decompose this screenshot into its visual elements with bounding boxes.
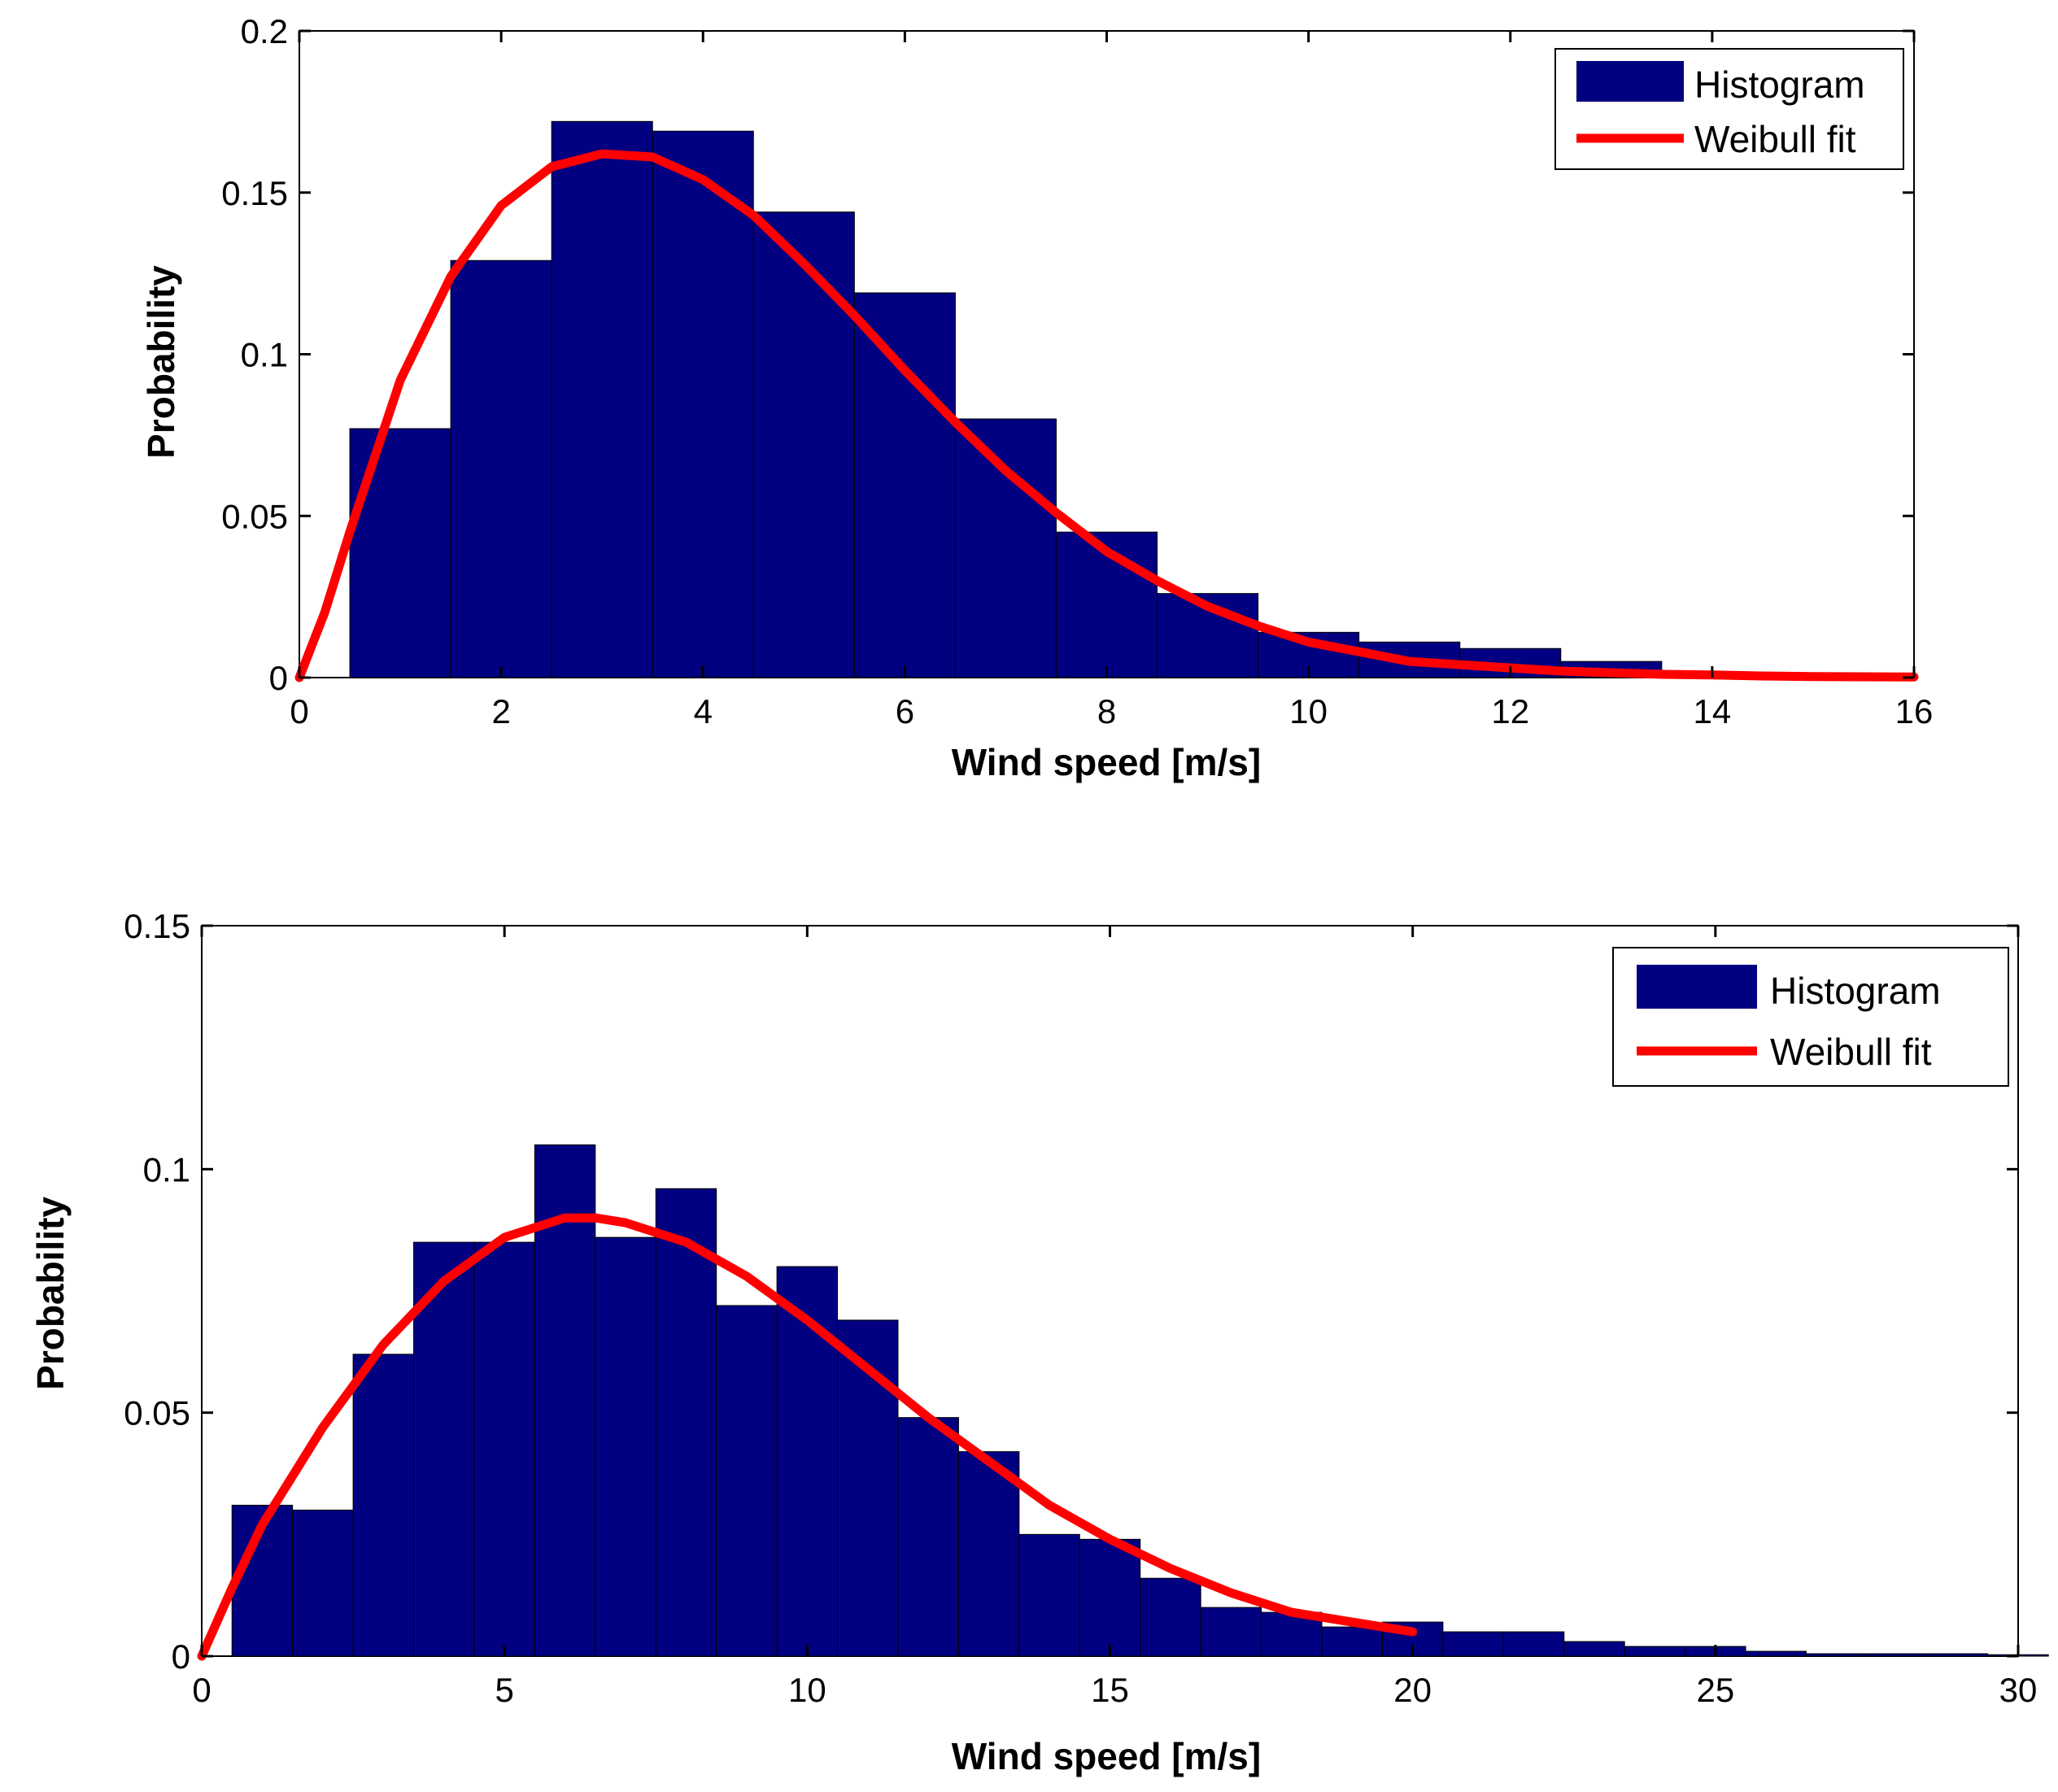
histogram-bar <box>450 259 552 678</box>
y-tick-label: 0.05 <box>124 1394 190 1432</box>
legend-swatch-histogram <box>1637 965 1757 1009</box>
chart-bottom: 0 5 10 15 20 25 30 0 0.05 0.1 0.15 Wind speed [m/s… <box>29 907 2049 1777</box>
histogram-bar <box>1442 1631 1504 1657</box>
legend-label-histogram: Histogram <box>1694 63 1865 106</box>
histogram-bar <box>1502 1631 1565 1657</box>
legend: Histogram Weibull fit <box>1554 48 1904 170</box>
histogram-bar <box>1866 1653 1928 1657</box>
histogram-bar <box>349 428 451 678</box>
y-tick-label: 0.1 <box>143 1150 190 1188</box>
x-tick-label: 30 <box>1999 1671 2038 1709</box>
x-axis-label: Wind speed [m/s] <box>952 1735 1261 1777</box>
weibull-fit-line <box>197 1213 1418 1661</box>
x-tick-label: 6 <box>896 692 914 730</box>
x-tick-label: 0 <box>192 1671 211 1709</box>
histogram-bar <box>1926 1653 1989 1657</box>
histogram-bar <box>292 1509 354 1657</box>
chart-top: 0 2 4 6 8 10 12 14 16 0 0.05 0.1 0.15 0.2 Wind speed … <box>140 12 1933 783</box>
histogram-bar <box>716 1305 778 1657</box>
x-tick-label: 4 <box>694 692 713 730</box>
histogram-bar <box>1563 1641 1625 1657</box>
x-tick-label: 14 <box>1694 692 1732 730</box>
histogram-bar <box>413 1241 475 1657</box>
histogram-bar <box>551 120 653 678</box>
y-tick-label: 0.15 <box>124 907 190 945</box>
histogram-bar <box>957 1451 1020 1657</box>
x-tick-label: 12 <box>1491 692 1529 730</box>
histogram-bar <box>837 1319 899 1657</box>
histogram-bar <box>1624 1646 1686 1657</box>
legend-swatch-histogram <box>1576 61 1684 102</box>
histogram-bar <box>652 130 754 678</box>
histogram-bar <box>1805 1653 1868 1657</box>
histogram-bar <box>595 1236 656 1657</box>
histogram-bars <box>349 120 1663 678</box>
legend-label-histogram: Histogram <box>1770 970 1941 1012</box>
axis-ticks: 0 5 10 15 20 25 30 0 0.05 0.1 0.15 <box>124 907 2037 1709</box>
legend-label-weibull: Weibull fit <box>1770 1031 1932 1073</box>
x-axis-label: Wind speed [m/s] <box>952 741 1261 783</box>
x-tick-label: 8 <box>1097 692 1116 730</box>
x-tick-label: 16 <box>1895 692 1934 730</box>
y-tick-label: 0.05 <box>221 497 288 535</box>
histogram-bar <box>954 418 1057 678</box>
x-tick-label: 5 <box>495 1671 513 1709</box>
histogram-bar <box>1079 1538 1141 1657</box>
histogram-bar <box>655 1188 717 1657</box>
legend-label-weibull: Weibull fit <box>1694 118 1856 160</box>
histogram-bar <box>1018 1533 1080 1657</box>
histogram-bar <box>1745 1650 1807 1657</box>
histogram-bar <box>473 1241 535 1657</box>
x-tick-label: 25 <box>1696 1671 1734 1709</box>
x-tick-label: 10 <box>788 1671 826 1709</box>
x-tick-label: 2 <box>491 692 510 730</box>
weibull-fit-line <box>294 149 1919 682</box>
y-tick-label: 0.2 <box>241 12 288 50</box>
x-tick-label: 0 <box>290 692 308 730</box>
histogram-bar <box>853 292 956 678</box>
y-axis-label: Probability <box>29 1197 72 1390</box>
axis-ticks: 0 2 4 6 8 10 12 14 16 0 0.05 0.1 0.15 0.2 <box>221 12 1933 730</box>
histogram-bar <box>752 211 855 678</box>
y-tick-label: 0.1 <box>241 336 288 374</box>
histogram-bar <box>1140 1577 1201 1657</box>
y-tick-label: 0.15 <box>221 174 288 212</box>
histogram-bar <box>1321 1626 1383 1657</box>
y-axis-label: Probability <box>140 265 182 459</box>
x-tick-label: 10 <box>1289 692 1328 730</box>
y-tick-label: 0 <box>269 659 288 697</box>
y-tick-label: 0 <box>172 1637 190 1676</box>
legend: Histogram Weibull fit <box>1612 947 2009 1087</box>
x-tick-label: 20 <box>1393 1671 1432 1709</box>
x-tick-label: 15 <box>1091 1671 1129 1709</box>
histogram-bar <box>897 1417 959 1657</box>
histogram-bar <box>534 1144 596 1657</box>
histogram-bars <box>231 1144 2049 1657</box>
histogram-bar <box>352 1354 415 1657</box>
histogram-bar <box>1200 1607 1262 1657</box>
